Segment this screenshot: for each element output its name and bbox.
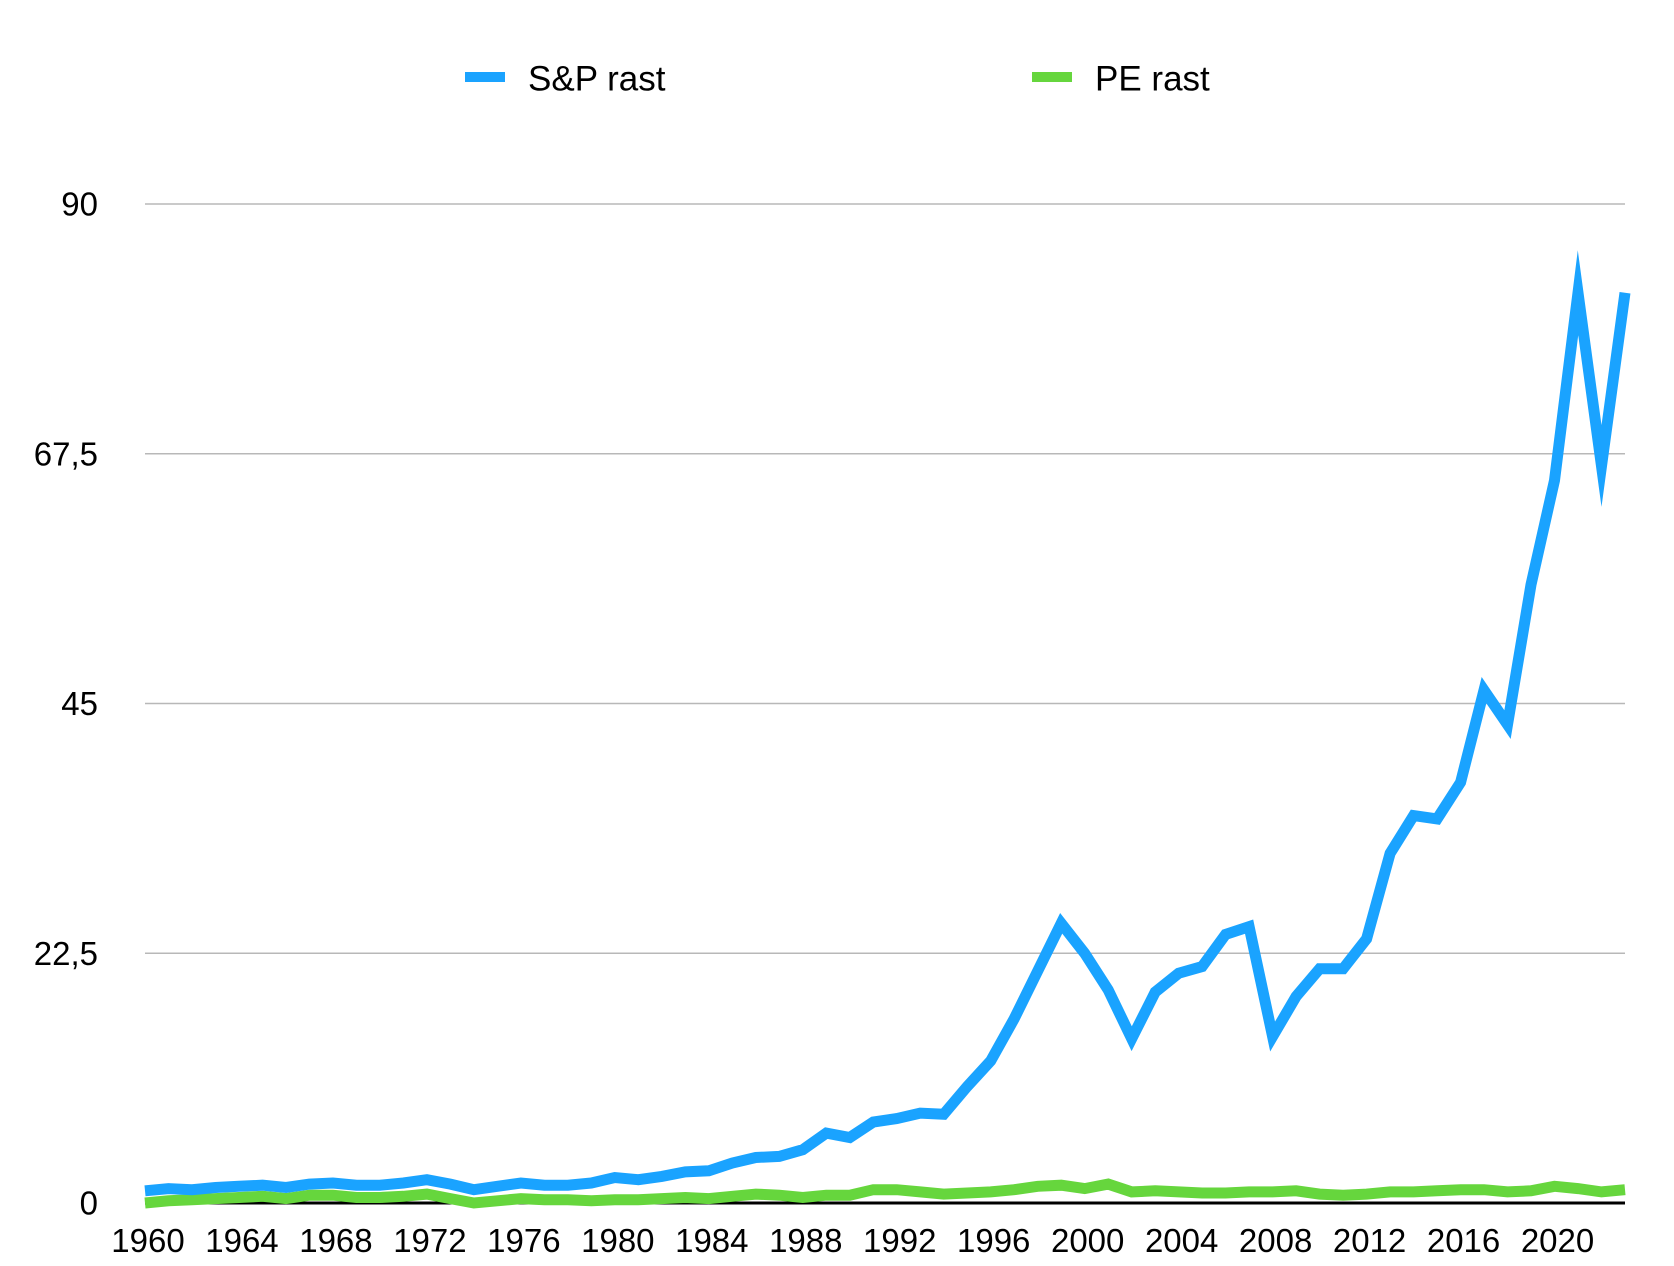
y-tick-label: 67,5 (34, 435, 98, 472)
y-tick-label: 45 (61, 685, 98, 722)
y-tick-label: 0 (80, 1185, 98, 1222)
x-tick-label: 1980 (581, 1222, 654, 1259)
x-tick-label: 2016 (1427, 1222, 1500, 1259)
series-line-1 (144, 1178, 1626, 1209)
x-tick-label: 2000 (1051, 1222, 1124, 1259)
gridlines (145, 203, 1625, 954)
x-tick-label: 2020 (1521, 1222, 1594, 1259)
x-tick-label: 1972 (393, 1222, 466, 1259)
y-tick-label: 90 (61, 186, 98, 223)
x-axis-tick-labels: 1960 1964 1968 1972 1976 1980 1984 1988 1992 1996… (111, 1222, 1594, 1259)
legend: S&P rast PE rast (465, 60, 1210, 99)
x-tick-label: 1992 (863, 1222, 936, 1259)
y-tick-label: 22,5 (34, 935, 98, 972)
x-tick-label: 1964 (205, 1222, 278, 1259)
y-axis-tick-labels: 0 22,5 45 67,5 90 (34, 186, 98, 1222)
x-tick-label: 1996 (957, 1222, 1030, 1259)
x-tick-label: 2008 (1239, 1222, 1312, 1259)
x-tick-label: 2012 (1333, 1222, 1406, 1259)
legend-label-1: PE rast (1095, 60, 1210, 99)
x-tick-label: 2004 (1145, 1222, 1218, 1259)
x-tick-label: 1984 (675, 1222, 748, 1259)
x-tick-label: 1968 (299, 1222, 372, 1259)
x-tick-label: 1960 (111, 1222, 184, 1259)
x-tick-label: 1988 (769, 1222, 842, 1259)
x-tick-label: 1976 (487, 1222, 560, 1259)
legend-label-0: S&P rast (528, 60, 666, 99)
series-line-0 (144, 250, 1631, 1197)
series-lines (144, 250, 1631, 1209)
